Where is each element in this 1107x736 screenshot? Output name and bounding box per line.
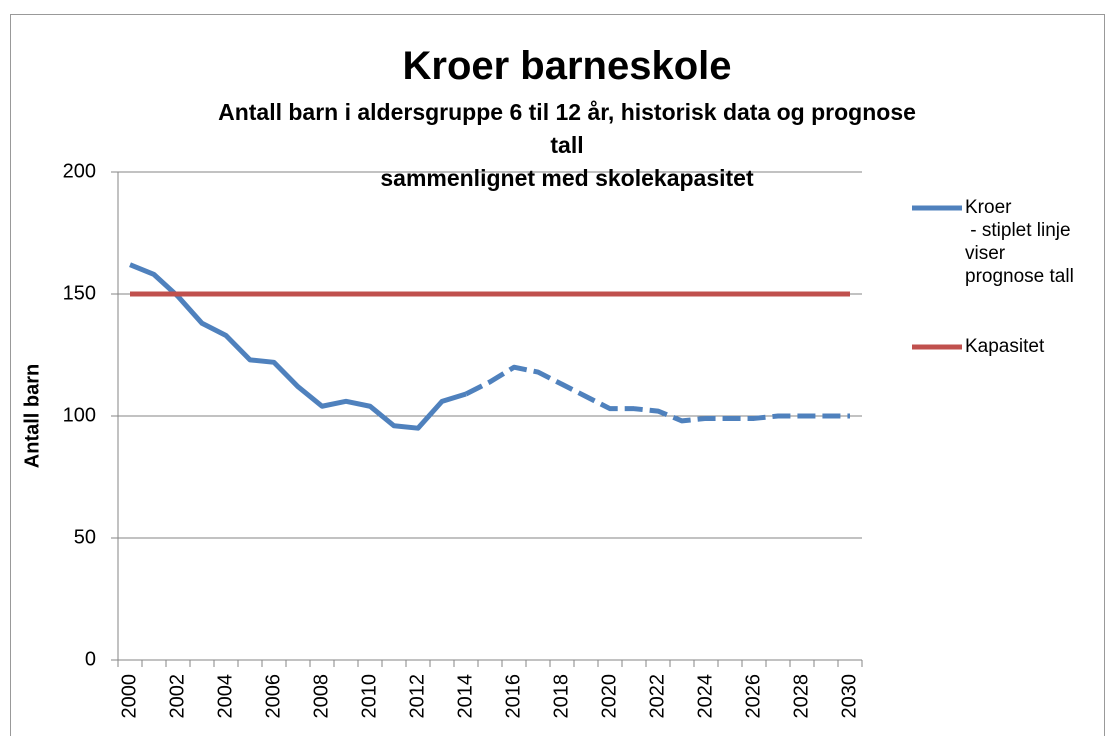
- y-tick-label: 50: [74, 526, 96, 548]
- x-tick-label: 2012: [406, 674, 428, 719]
- x-tick-label: 2006: [262, 674, 284, 719]
- chart-border: [10, 14, 1105, 736]
- x-tick-label: 2010: [358, 674, 380, 719]
- y-tick-label: 0: [85, 648, 96, 670]
- x-tick-label: 2008: [310, 674, 332, 719]
- legend-label: Kroer - stiplet linje viser prognose tal…: [965, 197, 1074, 287]
- x-tick-label: 2026: [742, 674, 764, 719]
- x-tick-label: 2018: [550, 674, 572, 719]
- x-tick-label: 2028: [790, 674, 812, 719]
- x-tick-label: 2014: [454, 674, 476, 719]
- series-line: [464, 364, 850, 424]
- chart-title: Kroer barneskole: [402, 44, 732, 88]
- x-tick-label: 2024: [694, 674, 716, 719]
- x-tick-label: 2002: [166, 674, 188, 719]
- x-tick-label: 2004: [214, 674, 236, 719]
- x-tick-label: 2016: [502, 674, 524, 719]
- x-tick-label: 2022: [646, 674, 668, 719]
- series-line: [129, 262, 467, 431]
- x-tick-label: 2000: [118, 674, 140, 719]
- x-tick-label: 2020: [598, 674, 620, 719]
- x-tick-label: 2030: [838, 674, 860, 719]
- y-tick-label: 200: [63, 160, 96, 182]
- y-tick-label: 150: [63, 282, 96, 304]
- chart-subtitle: Antall barn i aldersgruppe 6 til 12 år, …: [218, 99, 916, 191]
- legend-label: Kapasitet: [965, 336, 1045, 357]
- y-tick-label: 100: [63, 404, 96, 426]
- y-axis-label: Antall barn: [21, 364, 43, 468]
